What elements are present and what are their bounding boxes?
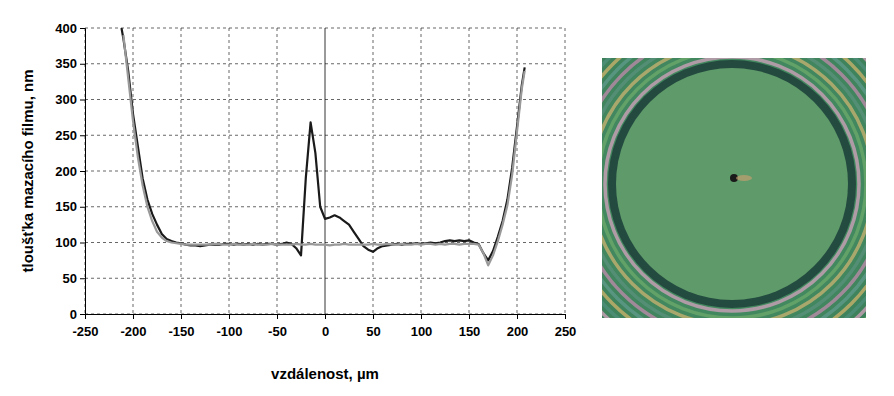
grid-line-y xyxy=(85,63,565,64)
series-line xyxy=(121,28,524,260)
tick-label: 50 xyxy=(366,324,380,339)
tick-label: 300 xyxy=(55,92,77,107)
tick: 200 xyxy=(507,314,529,339)
tick: 150 xyxy=(55,199,85,214)
tick-mark xyxy=(80,243,85,244)
grid-line-y xyxy=(85,28,565,29)
fringe-ring xyxy=(602,58,866,318)
tick-mark xyxy=(325,314,326,319)
tick-label: 400 xyxy=(55,21,77,36)
series-group xyxy=(121,28,524,265)
chart: -250 -200 -150 -100 -50 0 50 100 150 200 250 0 50 100… xyxy=(0,0,894,396)
grid-line-y xyxy=(85,242,565,243)
fringe-ring xyxy=(602,58,866,318)
tick-mark xyxy=(373,314,374,319)
tick-mark xyxy=(80,135,85,136)
tick: -150 xyxy=(168,314,194,339)
grid-line-y xyxy=(85,206,565,207)
tick-label: 150 xyxy=(459,324,481,339)
tick: -200 xyxy=(120,314,146,339)
tick: 300 xyxy=(55,92,85,107)
x-axis-title: vzdálenost, µm xyxy=(271,365,379,382)
grid xyxy=(85,28,565,314)
grid-line-y xyxy=(85,99,565,100)
tick-label: -200 xyxy=(120,324,146,339)
tick: -100 xyxy=(216,314,242,339)
tick-mark xyxy=(181,314,182,319)
tick: 350 xyxy=(55,56,85,71)
tick: 50 xyxy=(63,271,85,286)
y-axis-title: tloušťka mazacího filmu, nm xyxy=(19,69,36,272)
tick-label: -250 xyxy=(72,324,98,339)
tick-label: -150 xyxy=(168,324,194,339)
interferogram xyxy=(602,58,866,318)
tick-mark xyxy=(277,314,278,319)
tick-label: 150 xyxy=(55,199,77,214)
tick: 200 xyxy=(55,164,85,179)
tick-mark xyxy=(80,100,85,101)
tick-mark xyxy=(80,64,85,65)
tick-mark xyxy=(469,314,470,319)
fringe-ring xyxy=(602,58,866,318)
fringe-ring xyxy=(602,58,866,318)
fringe-ring xyxy=(602,58,866,318)
tick-mark xyxy=(80,171,85,172)
tick-mark xyxy=(80,278,85,279)
tick: 250 xyxy=(55,128,85,143)
tick-label: 250 xyxy=(555,324,577,339)
tick-mark xyxy=(80,28,85,29)
tick-label: 100 xyxy=(411,324,433,339)
tick-label: -50 xyxy=(268,324,287,339)
tick: -50 xyxy=(268,314,287,339)
tick-label: 0 xyxy=(322,324,329,339)
grid-line-y xyxy=(85,278,565,279)
grid-line-y xyxy=(85,135,565,136)
tick-mark xyxy=(229,314,230,319)
tick: 150 xyxy=(459,314,481,339)
fringe-ring xyxy=(602,58,866,318)
tick-label: 0 xyxy=(70,307,77,322)
tick: 50 xyxy=(366,314,380,339)
tick-label: -100 xyxy=(216,324,242,339)
tick: 250 xyxy=(555,314,577,339)
axis-line xyxy=(86,315,566,320)
contact-zone xyxy=(616,68,848,300)
contact-edge xyxy=(608,60,856,308)
tick-label: 50 xyxy=(63,271,77,286)
tick: 0 xyxy=(322,314,329,339)
dent-tail xyxy=(736,175,752,181)
tick-mark xyxy=(517,314,518,319)
tick-mark xyxy=(421,314,422,319)
fringe-ring xyxy=(602,58,866,318)
plot: -250 -200 -150 -100 -50 0 50 100 150 200 250 0 50 100… xyxy=(55,21,576,340)
tick: 100 xyxy=(411,314,433,339)
tick-mark xyxy=(133,314,134,319)
y-axis: 0 50 100 150 200 250 300 350 400 xyxy=(55,21,85,322)
tick: 0 xyxy=(70,307,85,322)
tick: 100 xyxy=(55,235,85,250)
tick-mark xyxy=(80,207,85,208)
tick-mark xyxy=(80,314,85,315)
fringe-ring xyxy=(602,58,866,318)
tick-label: 200 xyxy=(507,324,529,339)
tick-label: 100 xyxy=(55,235,77,250)
tick-label: 250 xyxy=(55,128,77,143)
grid-line-y xyxy=(85,171,565,172)
tick: 400 xyxy=(55,21,85,36)
axis-line xyxy=(80,29,86,315)
tick-label: 200 xyxy=(55,164,77,179)
tick-mark xyxy=(565,314,566,319)
series-line xyxy=(123,35,524,265)
x-axis: -250 -200 -150 -100 -50 0 50 100 150 200 250 xyxy=(72,314,576,339)
tick-label: 350 xyxy=(55,56,77,71)
fringe-ring xyxy=(602,58,866,318)
fringe-ring xyxy=(605,58,859,311)
